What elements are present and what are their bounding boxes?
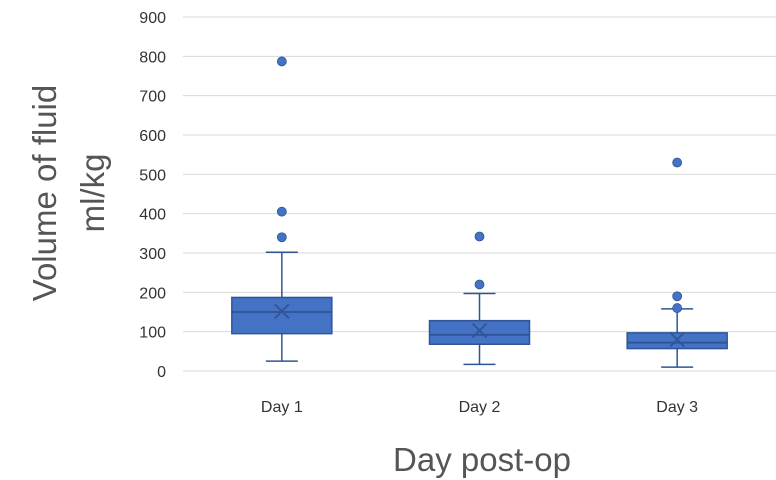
mean-marker <box>669 331 685 348</box>
x-category-label: Day 3 <box>656 399 698 416</box>
box-group <box>428 231 531 366</box>
outlier-point <box>672 291 683 302</box>
y-axis-ticks: 0 100 200 300 400 500 600 700 800 900 <box>139 10 166 381</box>
x-axis-categories: Day 1 Day 2 Day 3 <box>261 399 698 416</box>
x-category-label: Day 1 <box>261 399 303 416</box>
y-tick-label: 200 <box>139 285 166 302</box>
y-tick-label: 600 <box>139 128 166 145</box>
y-axis-title-line-2: ml/kg <box>74 154 111 233</box>
y-tick-label: 800 <box>139 49 166 66</box>
outlier-point <box>276 232 287 243</box>
outlier-point <box>276 56 287 67</box>
y-tick-label: 500 <box>139 167 166 184</box>
outlier-point <box>672 157 683 168</box>
outlier-point <box>276 206 287 217</box>
y-tick-label: 300 <box>139 246 166 263</box>
outlier-point <box>474 231 485 242</box>
outlier-point <box>672 303 683 313</box>
outlier-point <box>474 279 485 290</box>
box-series <box>231 56 728 368</box>
y-axis-title-line-1: Volume of fluid <box>26 85 63 301</box>
y-tick-label: 0 <box>157 364 166 381</box>
y-tick-label: 900 <box>139 10 166 27</box>
y-tick-label: 700 <box>139 89 166 106</box>
x-category-label: Day 2 <box>459 399 501 416</box>
box-iqr <box>428 319 531 346</box>
y-tick-label: 400 <box>139 207 166 224</box>
mean-marker <box>471 322 488 339</box>
box-group <box>231 56 333 362</box>
mean-marker <box>274 303 290 319</box>
y-tick-label: 100 <box>139 325 166 342</box>
box-group <box>626 157 728 368</box>
x-axis-title: Day post-op <box>393 441 571 478</box>
box-iqr <box>231 296 333 335</box>
